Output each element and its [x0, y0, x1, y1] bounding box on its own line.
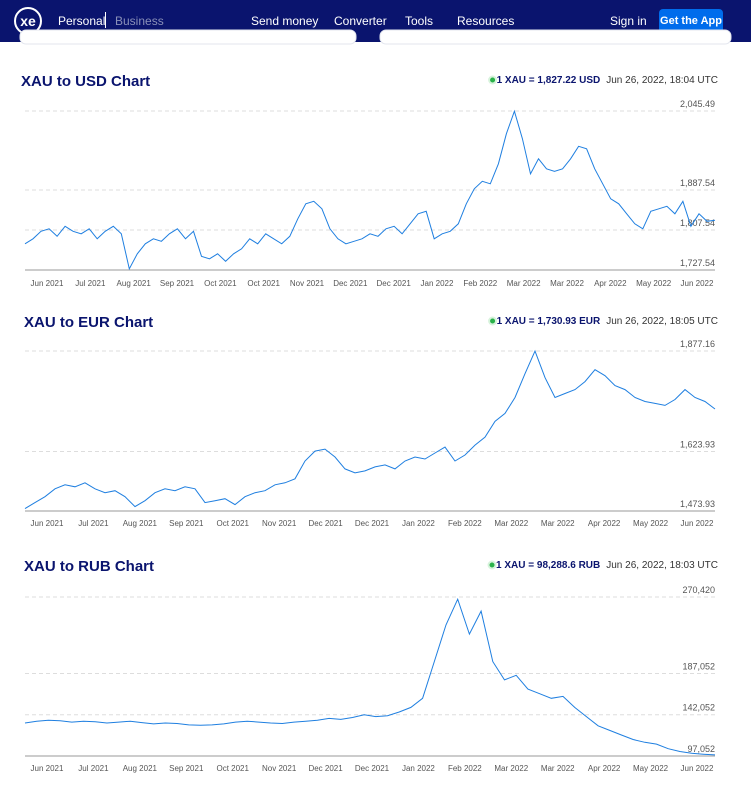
chart-title: XAU to RUB Chart	[24, 558, 154, 575]
x-tick-label: Apr 2022	[588, 764, 621, 773]
y-tick-label: 1,807.54	[680, 218, 715, 228]
get-app-button[interactable]: Get the App	[659, 9, 723, 33]
x-tick-label: Apr 2022	[594, 279, 627, 288]
y-tick-label: 1,887.54	[680, 178, 715, 188]
x-tick-label: Jan 2022	[421, 279, 454, 288]
x-tick-label: Sep 2021	[160, 279, 195, 288]
x-tick-label: May 2022	[633, 519, 669, 528]
status-dot	[487, 560, 497, 570]
x-tick-label: Mar 2022	[494, 519, 528, 528]
x-tick-label: May 2022	[633, 764, 669, 773]
x-tick-label: Jun 2021	[31, 764, 64, 773]
timestamp: Jun 26, 2022, 18:03 UTC	[606, 560, 718, 571]
x-tick-label: Mar 2022	[550, 279, 584, 288]
rate: 1 XAU = 1,827.22 USD	[497, 75, 601, 86]
x-tick-label: Aug 2021	[123, 519, 158, 528]
y-tick-label: 270,420	[682, 585, 715, 595]
rate-info: 1 XAU = 98,288.6 RUB Jun 26, 2022, 18:03 …	[496, 560, 718, 571]
x-tick-label: Feb 2022	[448, 519, 482, 528]
nav-personal[interactable]: Personal	[58, 14, 106, 28]
x-tick-label: Oct 2021	[216, 519, 249, 528]
y-tick-label: 97,052	[687, 744, 715, 754]
nav-link[interactable]: Converter	[334, 14, 387, 28]
x-tick-label: Sep 2021	[169, 764, 204, 773]
x-tick-label: Oct 2021	[204, 279, 237, 288]
price-line	[24, 109, 716, 271]
chart-title: XAU to USD Chart	[21, 73, 150, 90]
nav-link[interactable]: Resources	[457, 14, 515, 28]
x-tick-label: Oct 2021	[247, 279, 280, 288]
x-tick-label: Jun 2022	[681, 279, 714, 288]
x-tick-label: Nov 2021	[262, 519, 297, 528]
nav-business[interactable]: Business	[115, 14, 164, 28]
x-tick-label: Nov 2021	[262, 764, 297, 773]
x-tick-label: Mar 2022	[541, 519, 575, 528]
x-tick-label: Apr 2022	[588, 519, 621, 528]
divider	[105, 12, 106, 28]
timestamp: Jun 26, 2022, 18:05 UTC	[606, 316, 718, 327]
x-tick-label: Jun 2022	[681, 519, 714, 528]
x-tick-label: Jun 2021	[31, 279, 64, 288]
card	[19, 29, 357, 45]
timestamp: Jun 26, 2022, 18:04 UTC	[606, 75, 718, 86]
x-tick-label: Dec 2021	[333, 279, 368, 288]
x-tick-label: Dec 2021	[355, 764, 390, 773]
y-tick-label: 2,045.49	[680, 99, 715, 109]
x-tick-label: May 2022	[636, 279, 672, 288]
rate-info: 1 XAU = 1,827.22 USD Jun 26, 2022, 18:04 …	[497, 75, 718, 86]
y-tick-label: 1,473.93	[680, 499, 715, 509]
x-tick-label: Jul 2021	[78, 764, 109, 773]
card	[379, 29, 732, 45]
x-tick-label: Feb 2022	[463, 279, 497, 288]
y-tick-label: 1,727.54	[680, 258, 715, 268]
x-tick-label: Jul 2021	[75, 279, 106, 288]
x-tick-label: Sep 2021	[169, 519, 204, 528]
x-tick-label: Oct 2021	[216, 764, 249, 773]
y-tick-label: 1,877.16	[680, 339, 715, 349]
x-tick-label: Jul 2021	[78, 519, 109, 528]
x-tick-label: Aug 2021	[123, 764, 158, 773]
y-tick-label: 1,623.93	[680, 439, 715, 449]
x-tick-label: Dec 2021	[308, 764, 343, 773]
y-tick-label: 187,052	[682, 661, 715, 671]
nav-link[interactable]: Send money	[251, 14, 319, 28]
x-tick-label: Dec 2021	[308, 519, 343, 528]
nav-link[interactable]: Tools	[405, 14, 434, 28]
chart-title: XAU to EUR Chart	[24, 314, 153, 331]
price-line	[24, 349, 716, 510]
status-dot	[488, 75, 498, 85]
x-tick-label: Mar 2022	[541, 764, 575, 773]
price-line	[24, 597, 716, 756]
x-tick-label: Mar 2022	[494, 764, 528, 773]
x-tick-label: Dec 2021	[355, 519, 390, 528]
x-tick-label: Jan 2022	[402, 519, 435, 528]
x-tick-label: Jun 2022	[681, 764, 714, 773]
x-tick-label: Dec 2021	[377, 279, 412, 288]
x-tick-label: Jun 2021	[31, 519, 64, 528]
x-tick-label: Jan 2022	[402, 764, 435, 773]
x-tick-label: Mar 2022	[507, 279, 541, 288]
rate: 1 XAU = 1,730.93 EUR	[497, 316, 601, 327]
x-tick-label: Feb 2022	[448, 764, 482, 773]
sign-in[interactable]: Sign in	[610, 14, 647, 28]
y-tick-label: 142,052	[682, 703, 715, 713]
status-dot	[488, 316, 498, 326]
x-tick-label: Nov 2021	[290, 279, 325, 288]
x-tick-label: Aug 2021	[117, 279, 152, 288]
rate: 1 XAU = 98,288.6 RUB	[496, 560, 600, 571]
rate-info: 1 XAU = 1,730.93 EUR Jun 26, 2022, 18:05 …	[497, 316, 718, 327]
